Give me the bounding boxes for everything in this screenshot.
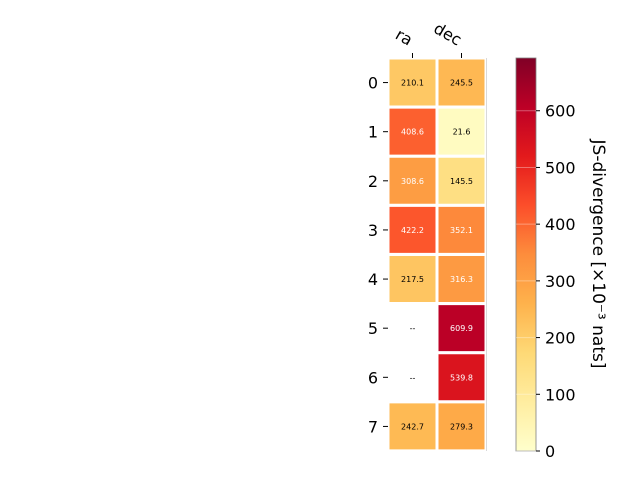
- cell-value-label: 279.3: [450, 422, 473, 431]
- cell-value-label: 217.5: [401, 275, 424, 284]
- cell-value-label: 609.9: [450, 324, 473, 333]
- row-tick-label: 7: [368, 417, 378, 436]
- heatmap-cell: [438, 354, 485, 401]
- colorbar-tick-label: 200: [545, 329, 576, 348]
- heatmap-cell: [438, 157, 485, 204]
- heatmap-cell: [389, 206, 436, 253]
- cell-value-label: 21.6: [453, 128, 471, 137]
- cell-value-label: 408.6: [401, 128, 424, 137]
- heatmap-cell: [438, 256, 485, 302]
- row-tick-label: 2: [368, 172, 378, 191]
- column-tick-label: dec: [431, 19, 465, 50]
- colorbar-tick-label: 500: [545, 158, 576, 177]
- cell-value-label: --: [410, 373, 416, 382]
- colorbar-tick-label: 300: [545, 272, 576, 291]
- cell-value-label: 210.1: [401, 79, 424, 88]
- cell-value-label: 422.2: [401, 226, 424, 235]
- heatmap-cell: [438, 108, 485, 155]
- row-tick-label: 5: [368, 319, 378, 338]
- heatmap-cell: [438, 305, 485, 352]
- cell-value-label: 245.5: [450, 79, 473, 88]
- colorbar-label: JS-divergence [×10⁻³ nats]: [588, 139, 608, 369]
- row-tick-label: 4: [368, 270, 378, 289]
- heatmap-cell: [438, 403, 485, 450]
- colorbar-gradient: [515, 57, 537, 452]
- cell-value-label: 316.3: [450, 275, 473, 284]
- cell-value-label: 539.8: [450, 373, 473, 382]
- row-tick-label: 0: [368, 74, 378, 93]
- heatmap-cell: [389, 108, 436, 155]
- row-tick-label: 3: [368, 221, 378, 240]
- cell-value-label: --: [410, 324, 416, 333]
- heatmap-cell: [389, 59, 436, 106]
- colorbar-tick-label: 100: [545, 385, 576, 404]
- heatmap-cell: [389, 403, 436, 450]
- colorbar: 0 100 200 300 400 500 600 JS-divergence [×10⁻³…: [515, 57, 608, 461]
- colorbar-tick-label: 600: [545, 102, 576, 121]
- colorbar-tick-label: 0: [545, 442, 555, 461]
- row-tick-label: 1: [368, 123, 378, 142]
- heatmap-cell: [438, 206, 485, 253]
- heatmap-cell: [389, 256, 436, 302]
- column-tick-label: ra: [392, 25, 416, 50]
- cell-value-label: 352.1: [450, 226, 473, 235]
- heatmap-cell: [389, 157, 436, 204]
- colorbar-tick-label: 400: [545, 215, 576, 234]
- heatmap-axes: 210.1 245.5 408.6 21.6 308.6 145.5 422.2 352.1 2…: [368, 19, 487, 451]
- heatmap-cell: [438, 59, 485, 106]
- cell-value-label: 308.6: [401, 177, 424, 186]
- row-tick-label: 6: [368, 368, 378, 387]
- cell-value-label: 242.7: [401, 422, 424, 431]
- cell-value-label: 145.5: [450, 177, 473, 186]
